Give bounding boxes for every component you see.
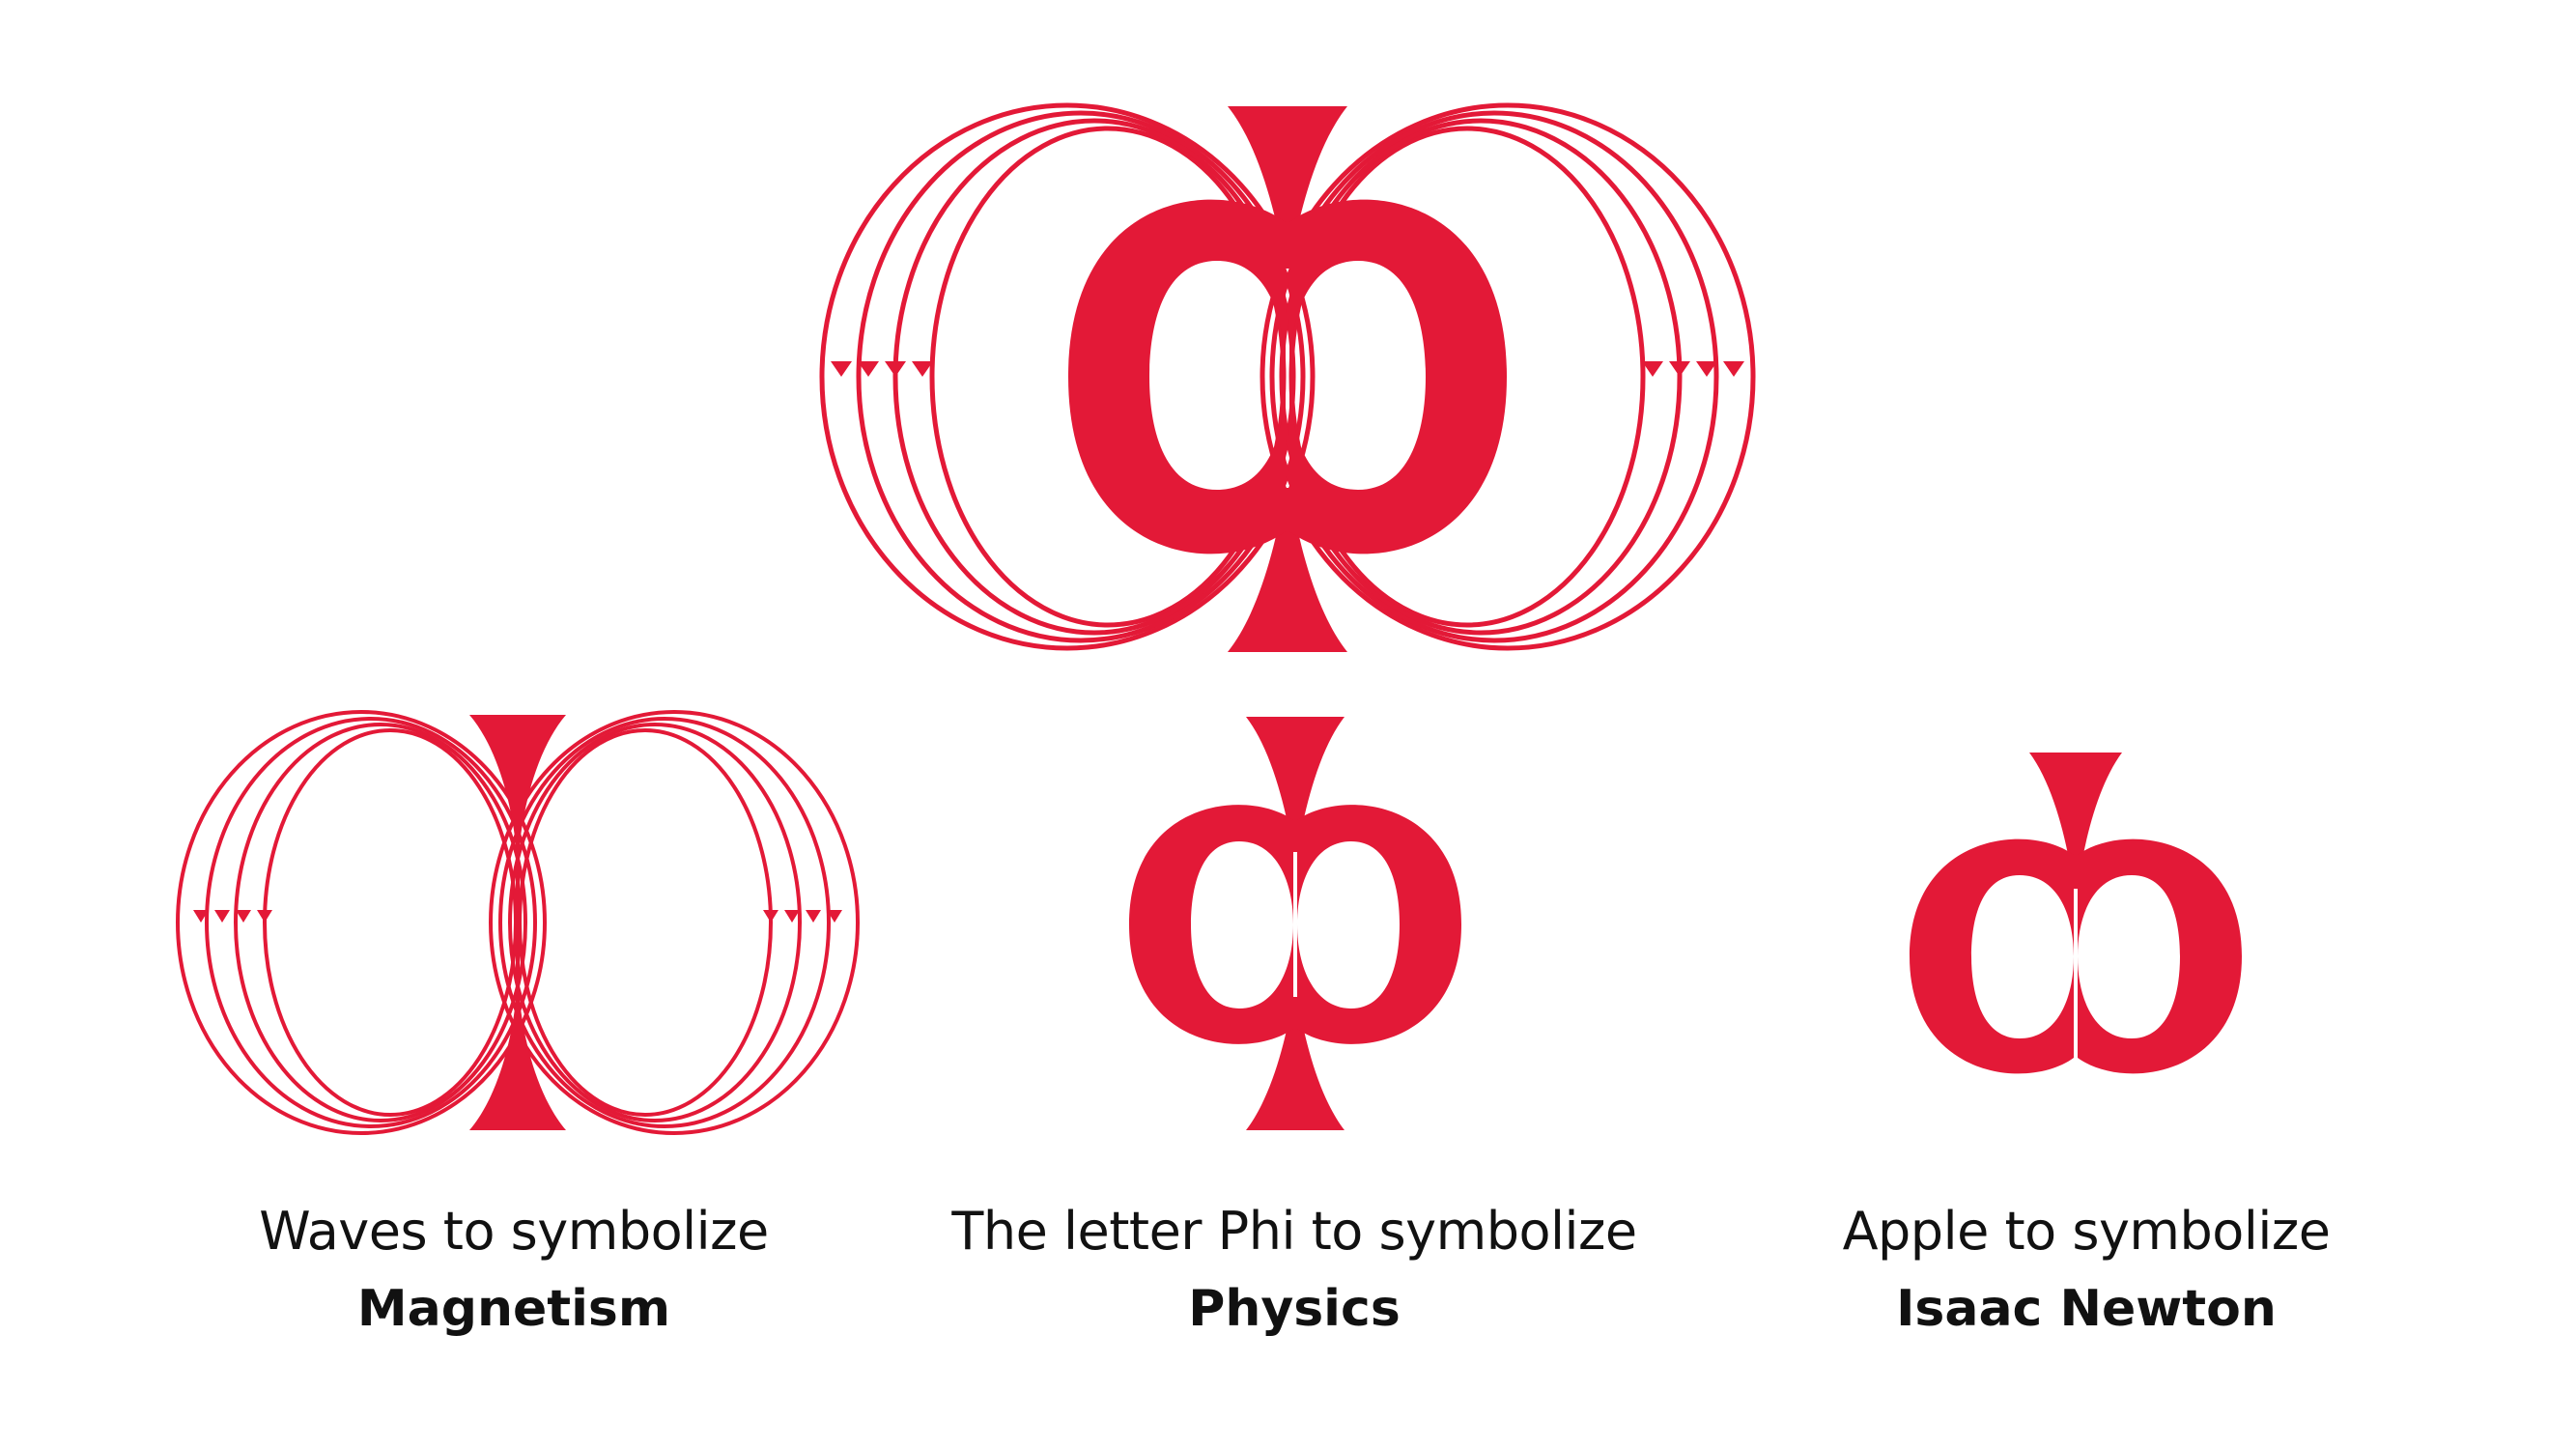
caption-magnetism: Waves to symbolize Magnetism <box>31 1193 997 1348</box>
full-logo <box>819 102 1756 652</box>
apple-icon <box>1910 753 2242 1074</box>
caption-text: The letter Phi to symbolize <box>951 1201 1637 1262</box>
caption-subject: Magnetism <box>356 1280 671 1338</box>
field-lines-right <box>1260 102 1756 651</box>
caption-physics: The letter Phi to symbolize Physics <box>811 1193 1777 1348</box>
caption-subject: Isaac Newton <box>1896 1280 2277 1338</box>
caption-subject: Physics <box>1188 1280 1401 1338</box>
phi-letter-icon <box>1129 717 1461 1130</box>
caption-isaac-newton: Apple to symbolize Isaac Newton <box>1603 1193 2569 1348</box>
caption-text: Apple to symbolize <box>1842 1201 2331 1262</box>
caption-text: Waves to symbolize <box>259 1201 769 1262</box>
field-lines-left <box>819 102 1316 651</box>
magnetic-waves-icon <box>176 710 860 1135</box>
field-arrows <box>831 361 1744 377</box>
phi-stem <box>1228 106 1347 652</box>
